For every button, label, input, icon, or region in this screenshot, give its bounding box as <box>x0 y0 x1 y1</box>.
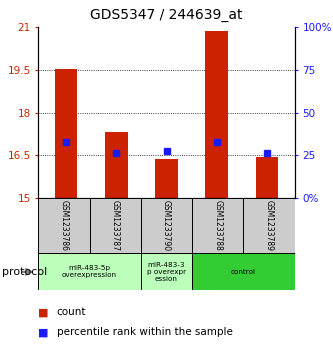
Text: GSM1233787: GSM1233787 <box>111 200 120 251</box>
Bar <box>38 198 90 253</box>
Text: GSM1233788: GSM1233788 <box>213 200 222 251</box>
Bar <box>256 158 278 198</box>
Text: ■: ■ <box>38 307 49 317</box>
Text: miR-483-3
p overexpr
ession: miR-483-3 p overexpr ession <box>147 262 186 282</box>
Bar <box>243 198 295 253</box>
Text: percentile rank within the sample: percentile rank within the sample <box>57 327 232 337</box>
Text: ■: ■ <box>38 327 49 337</box>
Bar <box>141 198 192 253</box>
Bar <box>105 132 128 198</box>
Text: control: control <box>231 269 256 275</box>
Text: GSM1233790: GSM1233790 <box>162 200 171 251</box>
Bar <box>55 69 77 198</box>
Text: GDS5347 / 244639_at: GDS5347 / 244639_at <box>90 8 243 22</box>
Text: miR-483-5p
overexpression: miR-483-5p overexpression <box>62 265 117 278</box>
Bar <box>38 253 141 290</box>
Text: GSM1233789: GSM1233789 <box>264 200 274 251</box>
Text: count: count <box>57 307 86 317</box>
Bar <box>205 30 228 198</box>
Text: protocol: protocol <box>2 267 47 277</box>
Bar <box>155 159 178 198</box>
Bar <box>141 253 192 290</box>
Bar <box>90 198 141 253</box>
Bar <box>192 253 295 290</box>
Text: GSM1233786: GSM1233786 <box>59 200 69 251</box>
Bar <box>192 198 243 253</box>
